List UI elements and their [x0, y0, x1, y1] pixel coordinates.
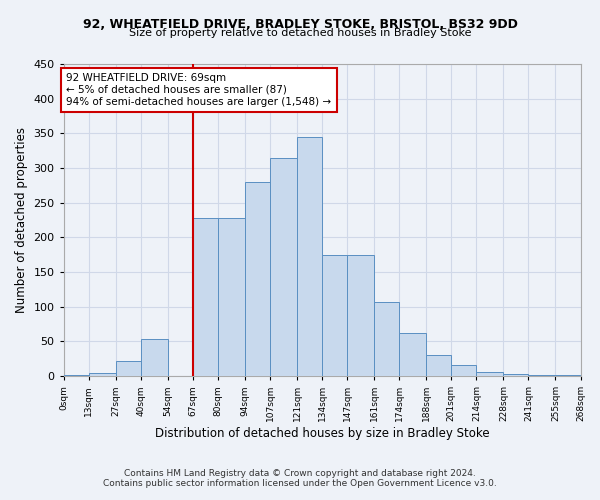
Text: Size of property relative to detached houses in Bradley Stoke: Size of property relative to detached ho…	[129, 28, 471, 38]
Bar	[297, 137, 322, 376]
Bar	[451, 365, 476, 376]
Bar	[347, 254, 374, 376]
Text: 92, WHEATFIELD DRIVE, BRADLEY STOKE, BRISTOL, BS32 9DD: 92, WHEATFIELD DRIVE, BRADLEY STOKE, BRI…	[83, 18, 517, 30]
Bar	[426, 355, 451, 376]
Bar	[245, 182, 270, 376]
Y-axis label: Number of detached properties: Number of detached properties	[15, 127, 28, 313]
Bar	[322, 254, 347, 376]
Bar	[141, 340, 168, 376]
Bar	[64, 374, 89, 376]
X-axis label: Distribution of detached houses by size in Bradley Stoke: Distribution of detached houses by size …	[155, 427, 490, 440]
Text: 92 WHEATFIELD DRIVE: 69sqm
← 5% of detached houses are smaller (87)
94% of semi-: 92 WHEATFIELD DRIVE: 69sqm ← 5% of detac…	[66, 74, 331, 106]
Bar	[476, 372, 503, 376]
Bar	[270, 158, 297, 376]
Bar	[193, 218, 218, 376]
Bar	[529, 374, 556, 376]
Bar	[218, 218, 245, 376]
Bar	[89, 372, 116, 376]
Text: Contains HM Land Registry data © Crown copyright and database right 2024.: Contains HM Land Registry data © Crown c…	[124, 468, 476, 477]
Bar	[374, 302, 399, 376]
Text: Contains public sector information licensed under the Open Government Licence v3: Contains public sector information licen…	[103, 478, 497, 488]
Bar	[503, 374, 529, 376]
Bar	[399, 333, 426, 376]
Bar	[116, 362, 141, 376]
